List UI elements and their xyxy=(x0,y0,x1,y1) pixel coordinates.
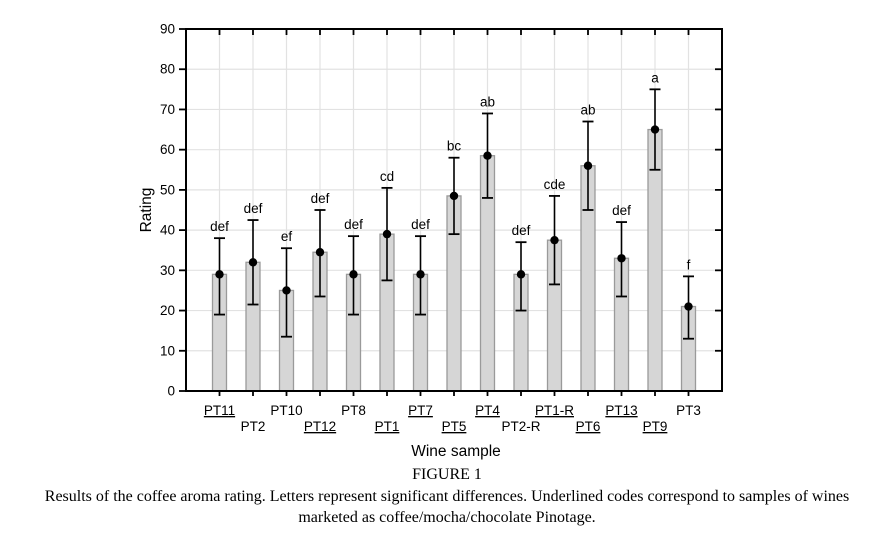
y-tick-label: 90 xyxy=(160,22,175,37)
mean-dot-PT2-R xyxy=(516,270,526,279)
sig-letter-PT2: def xyxy=(244,201,263,216)
caption-line-1: Results of the coffee aroma rating. Lett… xyxy=(44,488,850,505)
mean-dot-PT4 xyxy=(483,151,492,160)
y-tick-label: 80 xyxy=(160,62,175,77)
figure-caption: FIGURE 1 Results of the coffee aroma rat… xyxy=(0,464,894,528)
sig-letter-PT8: def xyxy=(344,217,363,232)
sig-letter-PT7: def xyxy=(411,217,430,232)
sig-letter-PT9: a xyxy=(651,70,659,85)
sig-letter-PT2-R: def xyxy=(512,223,531,238)
mean-dot-PT13 xyxy=(617,254,626,263)
y-axis-title: Rating xyxy=(138,188,155,233)
mean-dot-PT10 xyxy=(282,286,291,295)
y-tick-label: 20 xyxy=(160,303,175,318)
x-tick-label-PT3: PT3 xyxy=(676,403,701,418)
x-tick-label-PT7: PT7 xyxy=(408,403,433,418)
mean-dot-PT11 xyxy=(215,270,224,279)
sig-letter-PT4: ab xyxy=(480,94,495,109)
y-tick-label: 0 xyxy=(167,384,175,399)
sig-letter-PT10: ef xyxy=(281,229,293,244)
x-tick-label-PT13: PT13 xyxy=(605,403,637,418)
coffee-aroma-rating-chart: 0 10 20 30 40 50 60 70 80 90 PT11 PT2 PT10 PT12 PT8 PT1… xyxy=(138,22,723,460)
x-tick-label-PT1: PT1 xyxy=(375,419,400,434)
x-tick-label-PT12: PT12 xyxy=(304,419,336,434)
mean-dot-PT3 xyxy=(684,302,693,311)
sig-letter-PT3: f xyxy=(687,257,691,272)
y-tick-label: 40 xyxy=(160,223,175,238)
sig-letter-PT5: bc xyxy=(447,139,462,154)
sig-letter-PT13: def xyxy=(612,203,631,218)
mean-dot-PT1-R xyxy=(550,235,559,245)
figure-label: FIGURE 1 xyxy=(412,466,482,483)
x-tick-label-PT9: PT9 xyxy=(643,419,668,434)
y-tick-label: 60 xyxy=(160,142,175,157)
y-tick-label: 70 xyxy=(160,102,175,117)
x-tick-label-PT11: PT11 xyxy=(204,403,235,418)
sig-letter-PT1-R: cde xyxy=(544,177,566,192)
x-tick-label-PT2: PT2 xyxy=(241,419,266,434)
mean-dot-PT12 xyxy=(315,248,325,257)
mean-dot-PT1 xyxy=(382,229,392,239)
x-tick-label-PT2-R: PT2-R xyxy=(501,419,540,434)
sig-letter-PT1: cd xyxy=(380,169,394,184)
y-tick-label: 30 xyxy=(160,263,175,278)
x-axis-title: Wine sample xyxy=(411,443,501,460)
x-tick-label-PT5: PT5 xyxy=(442,419,467,434)
mean-dot-PT9 xyxy=(650,125,660,134)
mean-dot-PT2 xyxy=(248,258,258,267)
x-tick-label-PT1-R: PT1-R xyxy=(535,403,574,418)
x-tick-label-PT10: PT10 xyxy=(270,403,302,418)
mean-dot-PT5 xyxy=(449,191,459,201)
x-tick-label-PT8: PT8 xyxy=(341,403,366,418)
y-tick-label: 10 xyxy=(160,343,175,358)
mean-dot-PT8 xyxy=(349,270,358,279)
mean-dot-PT6 xyxy=(583,161,593,170)
mean-dot-PT7 xyxy=(416,270,425,279)
x-tick-label-PT4: PT4 xyxy=(475,403,500,418)
sig-letter-PT12: def xyxy=(311,191,330,206)
y-tick-label: 50 xyxy=(160,182,175,197)
x-tick-label-PT6: PT6 xyxy=(576,419,601,434)
sig-letter-PT6: ab xyxy=(580,103,595,118)
sig-letter-PT11: def xyxy=(210,219,229,234)
caption-line-2: marketed as coffee/mocha/chocolate Pinot… xyxy=(298,509,596,526)
